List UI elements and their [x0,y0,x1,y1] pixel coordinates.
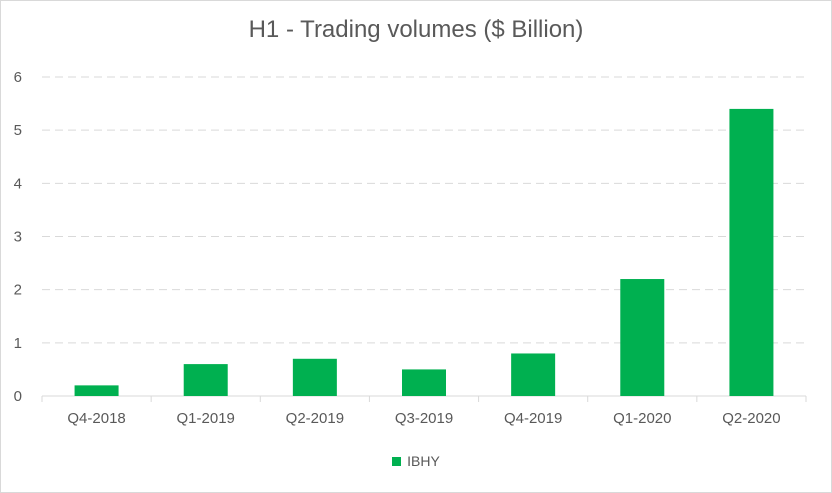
x-tick-label-q2-2019: Q2-2019 [286,410,344,427]
bar-q1-2019 [183,364,228,396]
bar-q2-2020 [729,108,774,397]
bar-q4-2019 [511,353,556,396]
bar-q1-2020 [620,279,665,396]
x-tick-label-q2-2020: Q2-2020 [722,410,780,427]
y-tick-label-1: 1 [14,335,22,352]
y-tick-label-3: 3 [14,229,22,246]
bar-q4-2018 [74,385,119,396]
x-tick-label-q1-2019: Q1-2019 [177,410,235,427]
y-tick-label-4: 4 [14,175,22,192]
y-tick-label-5: 5 [14,122,22,139]
x-tick-label-q4-2018: Q4-2018 [67,410,125,427]
x-tick-label-q4-2019: Q4-2019 [504,410,562,427]
bar-q2-2019 [292,358,337,396]
legend-label-ibhy: IBHY [407,453,440,469]
chart-title: H1 - Trading volumes ($ Billion) [248,16,584,43]
legend-swatch-ibhy [392,456,402,466]
y-tick-label-2: 2 [14,282,22,299]
bar-q3-2019 [402,369,446,396]
x-tick-label-q3-2019: Q3-2019 [395,410,453,427]
x-tick-label-q1-2020: Q1-2020 [613,410,671,427]
y-tick-label-6: 6 [14,69,22,86]
chart-legend: IBHY [0,453,832,469]
y-tick-label-0: 0 [14,388,22,405]
